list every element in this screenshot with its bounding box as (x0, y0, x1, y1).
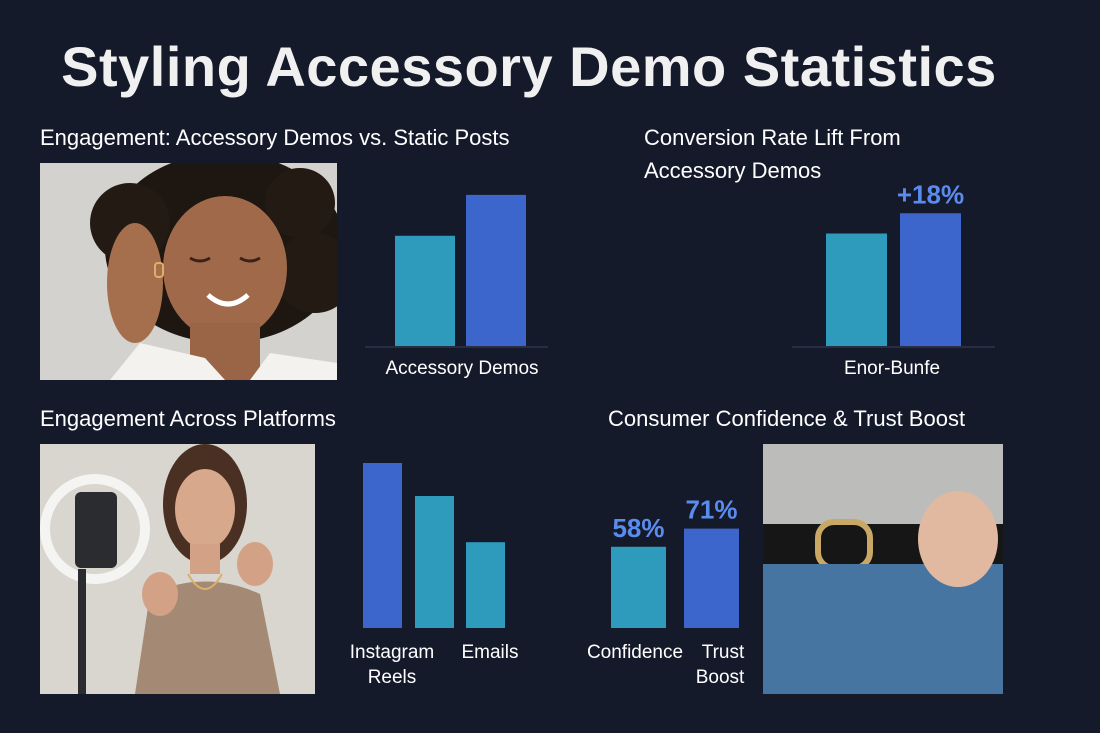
chart-confidence-trust: 58% 71% Confidence Trust Boost (587, 495, 745, 688)
tick-label: Instagram (350, 642, 434, 663)
chart-engagement-demos: Accessory Demos (365, 194, 548, 379)
data-label: +18% (897, 179, 964, 209)
woman-with-earring-photo (40, 163, 337, 380)
tick-label: Confidence (587, 642, 683, 663)
bar (395, 235, 455, 346)
data-label: 71% (685, 495, 737, 525)
bar (363, 463, 402, 628)
bar (415, 496, 454, 628)
bar (900, 213, 961, 346)
belt-and-jeans-photo (763, 444, 1003, 694)
tick-label: Boost (696, 667, 745, 688)
tick-label: Trust (702, 642, 745, 663)
tick-label: Enor-Bunfe (844, 358, 940, 379)
woman-with-ring-light-photo (40, 444, 315, 694)
tick-label: Emails (461, 642, 518, 663)
data-label: 58% (612, 513, 664, 543)
page-title: Styling Accessory Demo Statistics (61, 35, 997, 98)
platforms-title: Engagement Across Platforms (40, 406, 336, 431)
chart-conversion-lift: +18% Enor-Bunfe (792, 179, 995, 379)
bar (611, 546, 666, 628)
bar (684, 528, 739, 628)
bar (826, 233, 887, 346)
confidence-title: Consumer Confidence & Trust Boost (608, 406, 966, 431)
tick-label: Reels (368, 667, 417, 688)
chart-platforms: Instagram Reels Emails (350, 463, 519, 688)
tick-label: Accessory Demos (385, 358, 538, 379)
engagement-demos-title: Engagement: Accessory Demos vs. Static P… (40, 125, 510, 150)
bar (466, 542, 505, 628)
conversion-title-line2: Accessory Demos (644, 158, 822, 183)
bar (466, 194, 526, 346)
conversion-title-line1: Conversion Rate Lift From (644, 125, 901, 150)
